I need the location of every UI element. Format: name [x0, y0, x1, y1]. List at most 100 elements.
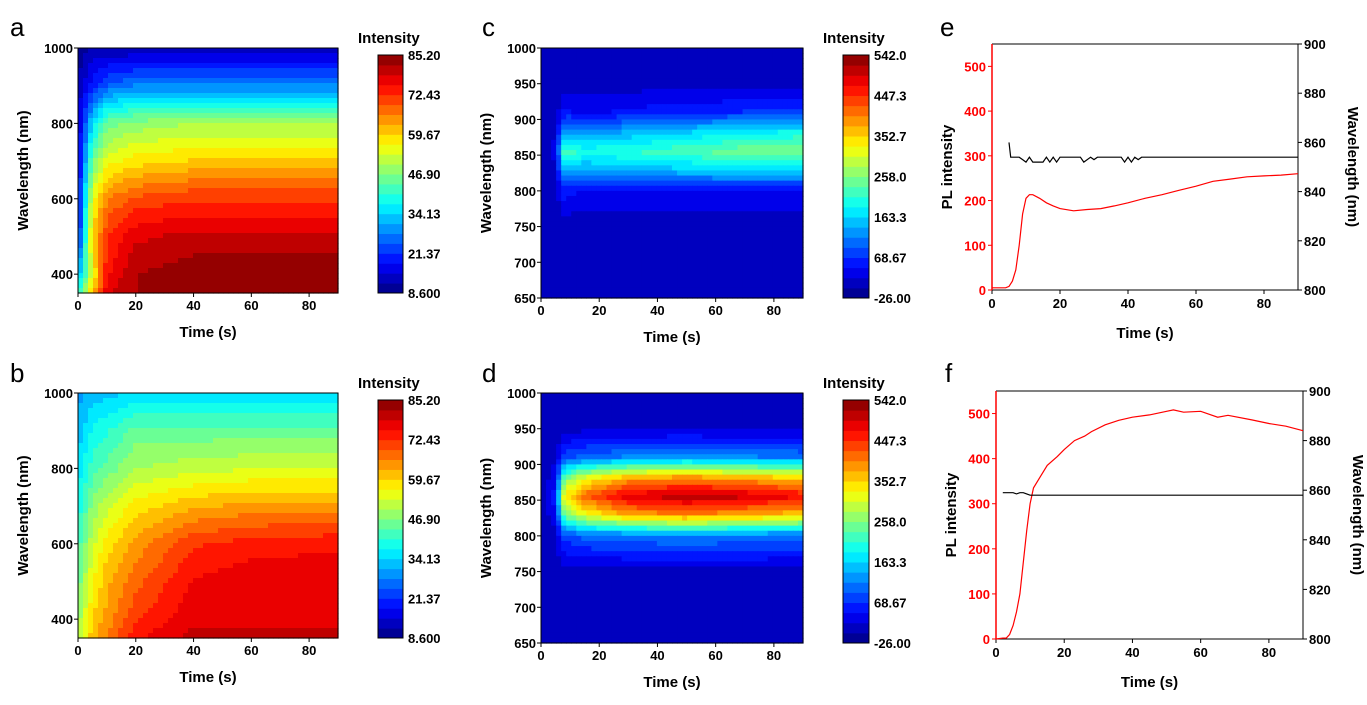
heatmap-cell: [253, 433, 259, 439]
heatmap-cell: [218, 563, 224, 569]
heatmap-cell: [308, 453, 314, 459]
heatmap-cell: [158, 568, 164, 574]
heatmap-cell: [128, 578, 134, 584]
y-tick-label: 600: [51, 192, 73, 207]
heatmap-cell: [298, 88, 304, 94]
heatmap-cell: [313, 178, 319, 184]
heatmap-cell: [188, 603, 194, 609]
heatmap-cell: [113, 583, 119, 589]
heatmap-cell: [123, 458, 129, 464]
heatmap-cell: [138, 413, 144, 419]
heatmap-cell: [83, 273, 89, 279]
heatmap-cell: [198, 503, 204, 509]
heatmap-cell: [98, 548, 104, 554]
heatmap-cell: [328, 513, 334, 519]
heatmap-cell: [103, 608, 109, 614]
heatmap-cell: [108, 573, 114, 579]
heatmap-cell: [108, 128, 114, 134]
heatmap-cell: [248, 98, 254, 104]
heatmap-cell: [93, 228, 99, 234]
heatmap-cell: [253, 168, 259, 174]
heatmap-cell: [78, 478, 84, 484]
heatmap-cell: [168, 273, 174, 279]
heatmap-cell: [213, 258, 219, 264]
heatmap-cell: [298, 113, 304, 119]
heatmap-cell: [153, 563, 159, 569]
heatmap-cell: [183, 78, 189, 84]
heatmap-cell: [183, 458, 189, 464]
heatmap-cell: [183, 248, 189, 254]
heatmap-cell: [248, 168, 254, 174]
heatmap-cell: [118, 193, 124, 199]
heatmap-cell: [183, 58, 189, 64]
heatmap-cell: [108, 78, 114, 84]
heatmap-cell: [248, 183, 254, 189]
heatmap-cell: [313, 83, 319, 89]
heatmap-cell: [148, 593, 154, 599]
heatmap-cell: [258, 248, 264, 254]
heatmap-cell: [113, 458, 119, 464]
heatmap-cell: [283, 233, 289, 239]
heatmap-cell: [218, 468, 224, 474]
heatmap-cell: [233, 63, 239, 69]
heatmap-cell: [233, 123, 239, 129]
heatmap-cell: [313, 593, 319, 599]
heatmap-cell: [88, 203, 94, 209]
heatmap-cell: [258, 538, 264, 544]
heatmap-cell: [238, 488, 244, 494]
heatmap-cell: [298, 158, 304, 164]
heatmap-cell: [168, 438, 174, 444]
heatmap-cell: [218, 183, 224, 189]
heatmap-cell: [208, 93, 214, 99]
heatmap-cell: [108, 93, 114, 99]
heatmap-cell: [123, 478, 129, 484]
heatmap-cell: [268, 568, 274, 574]
heatmap-cell: [223, 243, 229, 249]
heatmap-cell: [253, 578, 259, 584]
heatmap-cell: [188, 143, 194, 149]
heatmap-cell: [128, 613, 134, 619]
heatmap-cell: [88, 458, 94, 464]
heatmap-cell: [248, 463, 254, 469]
heatmap-cell: [188, 93, 194, 99]
heatmap-cell: [78, 453, 84, 459]
heatmap-cell: [173, 78, 179, 84]
heatmap-cell: [138, 443, 144, 449]
heatmap-cell: [123, 213, 129, 219]
heatmap-cell: [113, 613, 119, 619]
heatmap-cell: [93, 403, 99, 409]
heatmap-cell: [208, 263, 214, 269]
heatmap-cell: [78, 88, 84, 94]
heatmap-cell: [148, 598, 154, 604]
heatmap-cell: [283, 453, 289, 459]
heatmap-cell: [168, 518, 174, 524]
heatmap-cell: [163, 133, 169, 139]
heatmap-cell: [158, 513, 164, 519]
heatmap-cell: [253, 63, 259, 69]
heatmap-cell: [203, 493, 209, 499]
heatmap-cell: [203, 288, 209, 294]
heatmap-cell: [308, 458, 314, 464]
heatmap-cell: [248, 568, 254, 574]
heatmap-cell: [293, 183, 299, 189]
heatmap-cell: [128, 98, 134, 104]
heatmap-cell: [313, 573, 319, 579]
heatmap-cell: [113, 438, 119, 444]
heatmap-cell: [153, 503, 159, 509]
heatmap-cell: [218, 188, 224, 194]
heatmap-cell: [333, 103, 339, 109]
heatmap-cell: [83, 453, 89, 459]
heatmap-cell: [178, 133, 184, 139]
heatmap-cell: [188, 48, 194, 54]
heatmap-cell: [248, 433, 254, 439]
heatmap-cell: [243, 143, 249, 149]
heatmap-cell: [103, 263, 109, 269]
heatmap-cell: [293, 48, 299, 54]
heatmap-cell: [288, 93, 294, 99]
heatmap-cell: [133, 63, 139, 69]
heatmap-cell: [88, 118, 94, 124]
heatmap-cell: [333, 488, 339, 494]
heatmap-cell: [268, 553, 274, 559]
heatmap-cell: [138, 613, 144, 619]
heatmap-cell: [333, 213, 339, 219]
